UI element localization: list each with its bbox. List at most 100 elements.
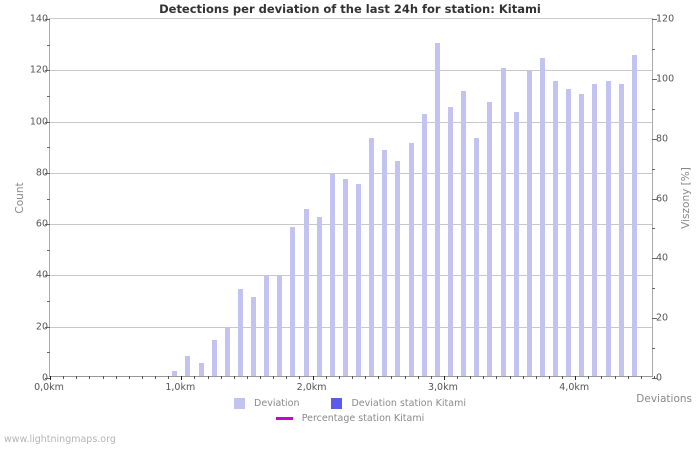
x-axis-tick-label: 3,0km — [427, 382, 458, 393]
legend-line-percentage-station — [275, 417, 293, 420]
y-axis-left-title-text: Count — [14, 181, 26, 214]
x-axis-minor-tick — [562, 376, 564, 379]
y-axis-right-tick — [652, 78, 657, 80]
y-axis-left-tick-label: 140 — [29, 13, 48, 25]
x-axis-minor-tick — [207, 376, 209, 379]
x-axis-minor-tick — [352, 376, 353, 379]
y-axis-left-tick — [45, 172, 50, 174]
bar — [342, 178, 348, 376]
x-axis-minor-tick — [128, 376, 130, 379]
x-axis-minor-tick — [601, 376, 603, 379]
x-axis-minor-tick — [220, 376, 222, 379]
x-axis-tick — [181, 376, 183, 380]
x-axis-minor-tick — [378, 376, 380, 379]
x-axis-minor-tick — [246, 376, 248, 379]
x-axis-minor-tick — [299, 376, 301, 379]
bar — [264, 276, 270, 376]
axis-ticks: 0 20 40 60 80 100 120 140 0 20 40 60 80 100 120 — [30, 14, 674, 384]
bar — [605, 81, 611, 376]
bar — [487, 101, 493, 376]
y-axis-right-tick — [652, 318, 657, 320]
bar — [447, 106, 453, 376]
x-axis-minor-tick — [365, 376, 367, 379]
gridline — [50, 275, 652, 277]
legend-row-primary: Deviation Deviation station Kitami — [0, 396, 700, 411]
x-axis-minor-tick — [141, 376, 143, 379]
legend-item-deviation-station[interactable]: Deviation station Kitami — [331, 398, 466, 409]
y-axis-right-tick-label: 40 — [656, 252, 669, 264]
y-axis-left-minor-tick — [47, 198, 50, 200]
x-axis-minor-tick — [102, 376, 104, 379]
x-axis-minor-tick — [273, 376, 275, 379]
y-axis-left-tick — [45, 378, 50, 379]
bar — [224, 327, 230, 376]
x-axis-minor-tick — [430, 376, 432, 379]
x-axis-minor-tick — [338, 376, 340, 379]
x-axis-minor-tick — [168, 376, 170, 379]
x-axis-tick-label: 1,0km — [165, 382, 196, 393]
bar — [185, 355, 191, 376]
x-axis-tick-label: 4,0km — [559, 382, 590, 393]
bar — [618, 83, 624, 376]
y-axis-left-tick — [45, 275, 50, 277]
x-axis-minor-tick — [654, 376, 655, 379]
bar — [592, 83, 598, 376]
x-axis-minor-tick — [404, 376, 406, 379]
x-axis-minor-tick — [640, 376, 642, 379]
y-axis-left-tick — [45, 19, 50, 20]
x-axis-minor-tick — [470, 376, 472, 379]
y-axis-left-tick — [45, 70, 50, 72]
bar — [237, 288, 243, 376]
bar — [526, 70, 532, 376]
y-axis-right-minor-tick — [652, 48, 655, 50]
bar — [290, 227, 296, 376]
y-axis-right-minor-tick — [652, 168, 655, 170]
y-axis-right-tick-label: 120 — [656, 13, 675, 25]
x-axis-minor-tick — [417, 376, 419, 379]
y-axis-left-tick — [45, 224, 50, 226]
x-axis-tick — [50, 376, 51, 380]
bar — [395, 160, 401, 376]
x-axis-minor-tick — [63, 376, 65, 379]
gridline — [50, 70, 652, 72]
bar — [172, 370, 178, 376]
y-axis-left-tick — [45, 326, 50, 328]
bar — [329, 173, 335, 376]
bar — [434, 42, 440, 376]
legend-label-percentage-station: Percentage station Kitami — [301, 413, 425, 424]
legend-item-deviation[interactable]: Deviation — [234, 398, 299, 409]
x-axis-minor-tick — [483, 376, 485, 379]
footer-site-url: www.lightningmaps.org — [4, 434, 116, 445]
x-axis-minor-tick — [115, 376, 117, 379]
legend-swatch-deviation — [234, 398, 246, 409]
bar — [421, 114, 427, 376]
y-axis-right-tick-label: 80 — [656, 133, 669, 145]
y-axis-left-minor-tick — [47, 352, 50, 354]
x-axis-minor-tick — [391, 376, 393, 379]
bar — [500, 68, 506, 376]
x-axis-minor-tick — [325, 376, 327, 379]
bar — [566, 88, 572, 376]
x-axis-minor-tick — [627, 376, 629, 379]
legend-item-percentage-station[interactable]: Percentage station Kitami — [275, 413, 425, 424]
bar — [369, 137, 375, 376]
x-axis-minor-tick — [89, 376, 91, 379]
bar — [461, 91, 467, 376]
bar — [631, 55, 637, 376]
x-axis-minor-tick — [496, 376, 498, 379]
bar — [553, 81, 559, 376]
y-axis-right-minor-tick — [652, 108, 655, 110]
bar — [211, 340, 217, 376]
chart-title: Detections per deviation of the last 24h… — [159, 2, 541, 16]
x-axis-minor-tick — [233, 376, 235, 379]
x-axis-minor-tick — [286, 376, 288, 379]
y-axis-left-tick-label: 40 — [35, 269, 48, 281]
x-axis-minor-tick — [509, 376, 511, 379]
y-axis-right-tick — [652, 198, 657, 200]
y-axis-right-tick — [652, 138, 657, 140]
x-axis-minor-tick — [76, 376, 78, 379]
x-axis-tick-label: 2,0km — [296, 382, 327, 393]
x-axis-minor-tick — [522, 376, 524, 379]
y-axis-right-tick-label: 0 — [656, 372, 663, 384]
